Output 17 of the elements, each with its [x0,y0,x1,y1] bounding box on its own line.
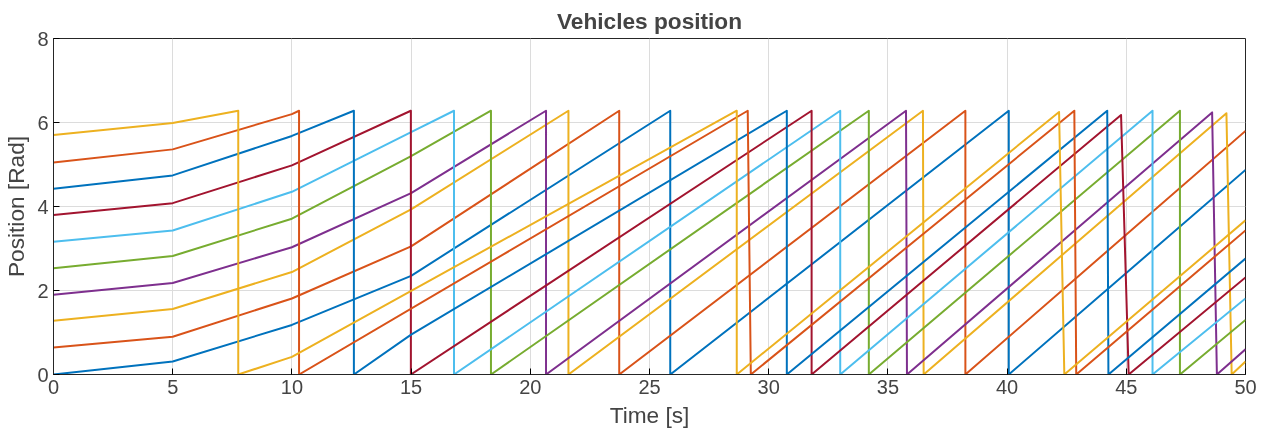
x-tick-label: 10 [280,375,304,398]
x-tick-label: 15 [399,375,423,398]
y-tick-label: 2 [37,279,49,302]
chart-title: Vehicles position [556,7,743,34]
x-tick-label: 20 [519,375,542,398]
x-tick-label: 35 [876,375,900,398]
y-tick-label: 6 [37,111,49,134]
x-tick-label: 5 [167,375,179,398]
x-tick-label: 40 [995,375,1019,398]
y-tick-label: 8 [37,27,49,50]
x-tick-label: 50 [1234,375,1257,398]
x-axis-title: Time [s] [609,401,690,428]
y-axis-title: Position [Rad] [3,135,30,278]
y-tick-label: 4 [37,195,49,218]
x-tick-label: 30 [757,375,780,398]
x-tick-label: 25 [638,375,661,398]
x-tick-label: 45 [1115,375,1138,398]
